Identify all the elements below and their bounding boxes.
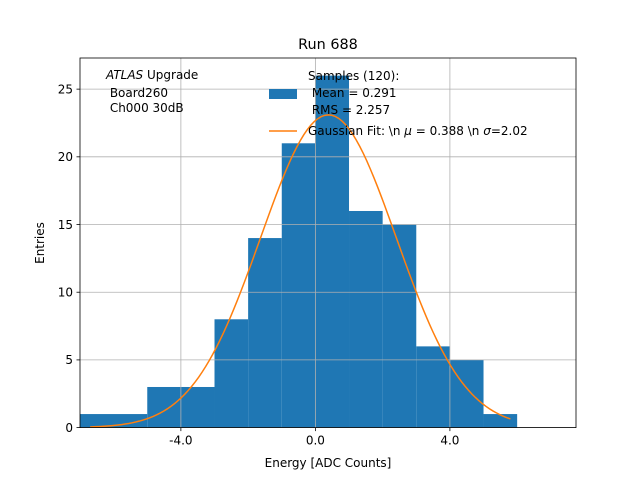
- legend-mu-symbol: μ: [403, 124, 412, 138]
- chart-title: Run 688: [298, 37, 358, 53]
- legend-hist-line-1: Samples (120):: [308, 69, 399, 83]
- legend-sigma-symbol: σ: [483, 124, 491, 138]
- histogram-bar: [382, 224, 417, 428]
- histogram-bar: [349, 210, 383, 428]
- annotation-line-3: Ch000 30dB: [106, 101, 184, 115]
- y-tick-label: 15: [58, 218, 73, 232]
- legend: Samples (120): Mean = 0.291 RMS = 2.257 …: [269, 69, 528, 138]
- y-tick-label: 0: [65, 421, 73, 435]
- legend-hist-swatch: [269, 89, 297, 99]
- axes-frame: [79, 57, 577, 429]
- y-axis-ticks: 0 5 10 15 20 25: [58, 82, 80, 435]
- annotation-experiment: ATLAS: [105, 68, 144, 82]
- annotation-line-2: Board260: [106, 86, 168, 100]
- legend-fit-text-2: = 0.388 \n: [412, 124, 483, 138]
- legend-hist-line-2: Mean = 0.291: [308, 86, 397, 100]
- histogram-bar: [248, 238, 282, 428]
- legend-fit-text-3: =2.02: [491, 124, 528, 138]
- x-tick-label: 4.0: [440, 434, 459, 448]
- histogram-bar: [483, 414, 518, 428]
- histogram-bar: [80, 414, 148, 428]
- legend-hist-line-3: RMS = 2.257: [308, 103, 390, 117]
- histogram-bar: [315, 75, 350, 428]
- histogram-bar: [449, 359, 484, 428]
- annotation-suffix: Upgrade: [143, 68, 198, 82]
- x-axis-label: Energy [ADC Counts]: [265, 456, 392, 470]
- histogram-bar: [281, 143, 316, 428]
- annotation-line-1: ATLAS Upgrade: [105, 68, 198, 82]
- legend-fit-label: Gaussian Fit: \n μ = 0.388 \n σ=2.02: [308, 124, 528, 138]
- legend-fit-text-1: Gaussian Fit: \n: [308, 124, 404, 138]
- histogram-bars: [80, 75, 518, 428]
- gaussian-fit-curve: [90, 114, 511, 428]
- y-tick-label: 25: [58, 82, 73, 96]
- y-tick-label: 5: [65, 353, 73, 367]
- x-axis-ticks: -4.0 0.0 4.0: [169, 427, 459, 448]
- experiment-annotation: ATLAS Upgrade Board260 Ch000 30dB: [105, 68, 198, 115]
- y-tick-label: 10: [58, 286, 73, 300]
- x-tick-label: 0.0: [306, 434, 325, 448]
- y-tick-label: 20: [58, 150, 73, 164]
- y-axis-label: Entries: [33, 222, 47, 264]
- histogram-bar: [214, 319, 249, 428]
- x-tick-label: -4.0: [169, 434, 192, 448]
- histogram-bar: [416, 346, 450, 428]
